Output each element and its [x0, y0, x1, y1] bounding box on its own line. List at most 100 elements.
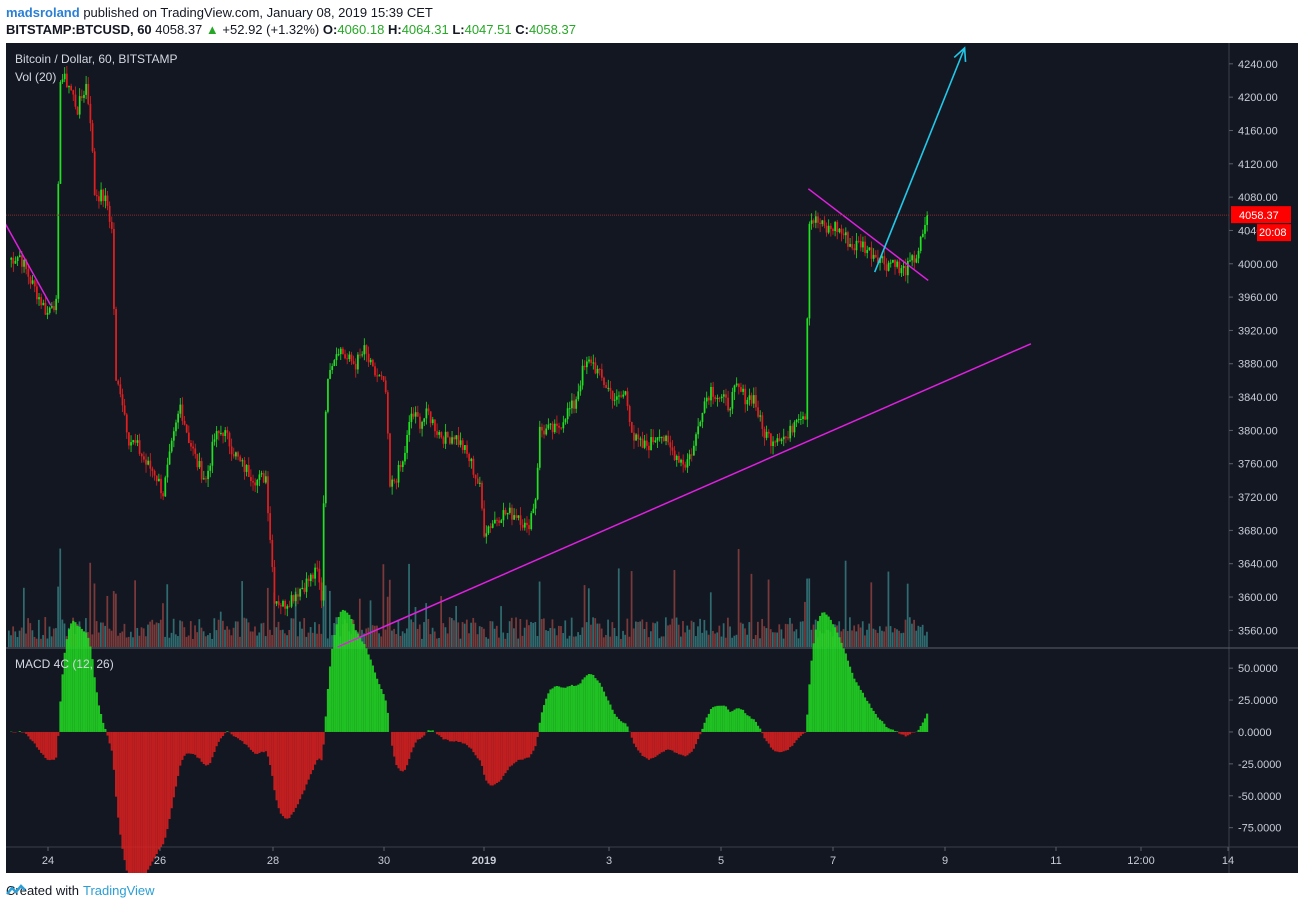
- candle-body: [528, 525, 530, 530]
- candle-body: [787, 437, 789, 439]
- macd-bar: [136, 731, 139, 873]
- volume-bar: [712, 630, 714, 647]
- macd-bar: [682, 731, 685, 756]
- volume-bar: [134, 580, 136, 647]
- candle-body: [27, 269, 30, 277]
- macd-bar: [553, 686, 556, 732]
- volume-bar: [414, 607, 417, 647]
- candle-body: [284, 600, 286, 609]
- volume-bar: [570, 617, 573, 647]
- volume-bar: [778, 624, 781, 647]
- volume-bar: [686, 625, 689, 647]
- candle-body: [93, 151, 96, 196]
- candle-body: [147, 460, 150, 465]
- candle-body: [712, 386, 714, 397]
- macd-bar: [358, 637, 362, 732]
- candle-body: [25, 259, 28, 270]
- macd-bar: [93, 677, 96, 732]
- candle-body: [329, 369, 331, 379]
- countdown-tag: [1257, 224, 1291, 242]
- macd-bar: [720, 705, 723, 732]
- candle-body: [42, 302, 45, 306]
- candle-body: [808, 223, 811, 319]
- candle-body: [399, 464, 402, 468]
- volume-bar: [566, 638, 569, 647]
- volume-bar: [592, 617, 594, 647]
- volume-bar: [412, 622, 415, 647]
- macd-bar: [780, 731, 783, 753]
- volume-bar: [504, 638, 507, 647]
- candle-body: [731, 391, 734, 409]
- published-text: published on TradingView.com, January 08…: [83, 5, 433, 20]
- candle-body: [921, 233, 924, 237]
- macd-bar: [596, 680, 599, 732]
- macd-bar: [115, 731, 118, 797]
- author-link[interactable]: madsroland: [6, 5, 80, 20]
- volume-bar: [358, 598, 361, 647]
- candle-body: [183, 420, 186, 425]
- macd-bar: [127, 731, 130, 873]
- candle-body: [481, 482, 483, 509]
- volume-bar: [889, 626, 892, 647]
- chart-canvas[interactable]: 4240.004200.004160.004120.004080.004040.…: [6, 43, 1298, 873]
- volume-bar: [243, 617, 246, 647]
- volume-bar: [673, 570, 676, 647]
- volume-bar: [232, 627, 235, 647]
- volume-bar: [31, 630, 34, 647]
- volume-bar: [855, 631, 858, 647]
- volume-bar: [245, 618, 248, 647]
- volume-bar: [219, 611, 222, 647]
- volume-bar: [249, 631, 252, 647]
- candle-body: [609, 387, 612, 391]
- macd-bar: [701, 728, 704, 732]
- candle-body: [106, 195, 109, 206]
- macd-bar: [688, 731, 691, 754]
- change-arrow-icon: ▲: [205, 22, 219, 37]
- candle-body: [586, 361, 588, 368]
- candle-body: [755, 395, 757, 408]
- volume-bar: [110, 630, 113, 647]
- macd-bar: [376, 678, 379, 732]
- volume-bar: [423, 622, 425, 647]
- macd-bar: [249, 731, 252, 750]
- volume-bar: [48, 626, 51, 647]
- volume-bar: [108, 628, 111, 647]
- macd-bar: [735, 708, 738, 732]
- macd-bar: [363, 644, 366, 732]
- candle-body: [354, 363, 357, 370]
- candle-body: [279, 605, 282, 607]
- macd-bar: [806, 714, 809, 732]
- volume-bar: [724, 637, 727, 647]
- macd-bar: [476, 731, 479, 759]
- candle-body: [198, 461, 201, 468]
- volume-bar: [866, 629, 868, 647]
- candle-body: [31, 280, 34, 284]
- macd-bar: [224, 731, 227, 734]
- volume-bar: [444, 627, 447, 647]
- candle-body: [836, 222, 839, 233]
- macd-bar: [908, 731, 912, 735]
- volume-bar: [384, 629, 387, 647]
- candle-body: [545, 428, 548, 435]
- volume-bar: [923, 635, 926, 647]
- macd-bar: [679, 731, 683, 755]
- candle-body: [669, 442, 672, 448]
- volume-bar: [919, 626, 922, 647]
- volume-bar: [549, 627, 552, 647]
- macd-bar: [555, 686, 558, 732]
- candle-body: [889, 262, 892, 264]
- chart-panel[interactable]: 4240.004200.004160.004120.004080.004040.…: [6, 43, 1298, 873]
- macd-bar: [408, 731, 411, 759]
- macd-bar: [200, 731, 203, 762]
- macd-bar: [500, 731, 503, 780]
- macd-bar: [76, 625, 79, 732]
- volume-bar: [121, 631, 124, 647]
- time-tick-label: 9: [942, 855, 948, 867]
- candle-body: [425, 408, 428, 419]
- candle-body: [389, 433, 391, 487]
- volume-bar: [311, 632, 314, 647]
- low-label: L:: [452, 22, 465, 37]
- time-tick-label: 14: [1222, 855, 1234, 867]
- tradingview-brand[interactable]: TradingView: [82, 883, 155, 898]
- macd-bar: [132, 731, 135, 873]
